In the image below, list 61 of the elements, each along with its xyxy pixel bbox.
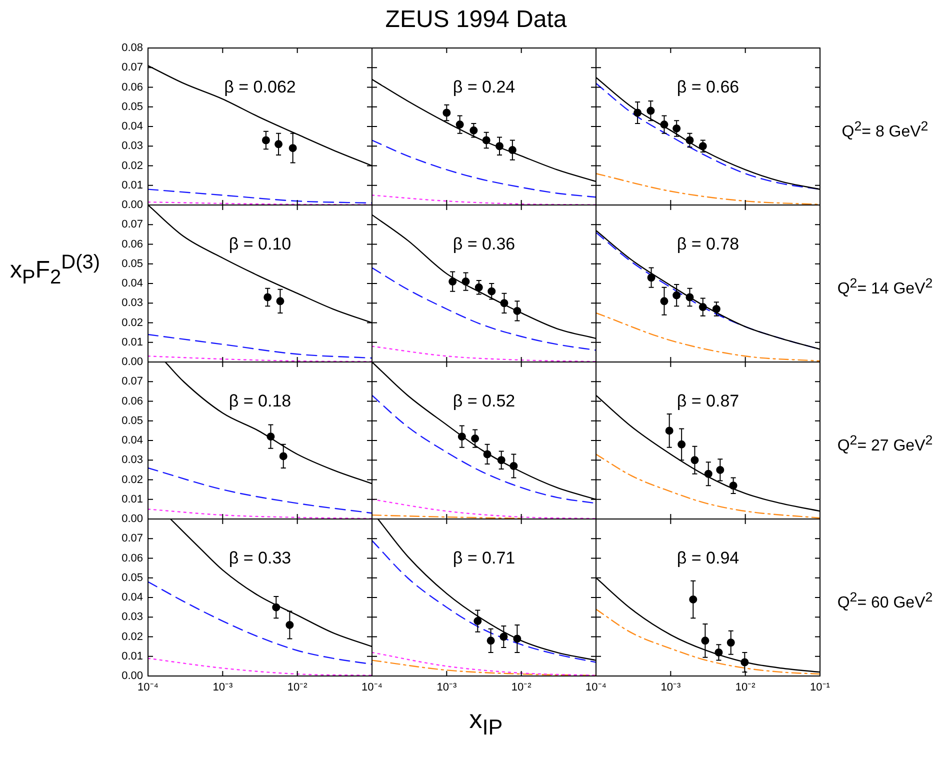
x-tick-label: 10⁻³: [660, 682, 681, 694]
x-tick-label: 10⁻²: [735, 682, 756, 694]
y-tick-label: 0.06: [122, 81, 143, 94]
annotation: β = 0.87: [676, 392, 740, 411]
y-tick-label: 0.05: [122, 572, 143, 584]
y-tick-label: 0.04: [122, 434, 143, 447]
y-tick-label: 0.07: [122, 218, 143, 231]
y-tick-label: 0.03: [122, 297, 143, 310]
y-tick-label: 0.06: [122, 395, 143, 408]
y-tick-label: 0.01: [122, 650, 143, 662]
x-tick-label: 10⁻³: [212, 682, 233, 694]
annotation: β = 0.33: [228, 548, 292, 568]
y-tick-label: 0.03: [122, 611, 143, 624]
x-axis-title: x$_{IP}$: [469, 704, 503, 740]
y-tick-label: 0.00: [122, 199, 143, 212]
y-tick-label: 0.07: [122, 376, 143, 388]
y2-axis-title: Q$^{2}$= 14 GeV$^{2}$: [837, 275, 933, 298]
x-tick-label: 10⁻²: [511, 682, 532, 694]
y-tick-label: 0.03: [122, 454, 143, 466]
annotation: β = 0.36: [452, 234, 516, 254]
y-tick-label: 0.02: [122, 160, 143, 172]
y-tick-label: 0.06: [122, 552, 143, 564]
y-tick-label: 0.03: [122, 140, 143, 152]
y-tick-label: 0.05: [122, 100, 143, 113]
annotation: β = 0.71: [452, 548, 516, 568]
y-tick-label: 0.00: [122, 513, 143, 526]
annotation: β = 0.24: [452, 78, 516, 97]
y-tick-label: 0.08: [122, 42, 143, 54]
annotation: β = 0.78: [676, 234, 740, 254]
y-tick-label: 0.05: [122, 414, 143, 427]
y2-axis-title: Q$^{2}$= 8 GeV$^{2}$: [842, 118, 928, 141]
annotation: β = 0.94: [676, 548, 740, 568]
x-tick-label: 10⁻²: [287, 682, 308, 694]
y-tick-label: 0.01: [122, 179, 143, 192]
y-tick-label: 0.02: [122, 316, 143, 329]
y-tick-label: 0.01: [122, 493, 143, 506]
annotation: β = 0.52: [452, 392, 516, 411]
y2-axis-title: Q$^{2}$= 27 GeV$^{2}$: [837, 432, 933, 455]
annotation: β = 0.18: [228, 392, 292, 411]
y-tick-label: 0.01: [122, 336, 143, 348]
x-tick-label: 10⁻³: [436, 682, 457, 694]
annotation: β = 0.062: [224, 78, 296, 97]
chart-title: ZEUS 1994 Data: [385, 6, 567, 33]
y-tick-label: 0.06: [122, 238, 143, 250]
annotation: β = 0.66: [676, 78, 740, 97]
y-tick-label: 0.04: [122, 592, 143, 604]
y2-axis-title: Q$^{2}$= 60 GeV$^{2}$: [837, 589, 933, 612]
y-tick-label: 0.04: [122, 278, 143, 290]
x-tick-label: 10⁻¹: [810, 682, 830, 694]
y-tick-label: 0.07: [122, 62, 143, 74]
x-tick-label: 10⁻⁴: [362, 682, 383, 694]
y-tick-label: 0.02: [122, 630, 143, 643]
x-tick-label: 10⁻⁴: [138, 682, 159, 694]
y-tick-label: 0.00: [122, 356, 143, 368]
y-tick-label: 0.07: [122, 532, 143, 545]
y-tick-label: 0.05: [122, 258, 143, 270]
y-tick-label: 0.04: [122, 120, 143, 133]
y-tick-label: 0.00: [122, 670, 143, 682]
annotation: β = 0.10: [228, 234, 292, 254]
y-tick-label: 0.02: [122, 474, 143, 486]
x-tick-label: 10⁻⁴: [586, 682, 607, 694]
